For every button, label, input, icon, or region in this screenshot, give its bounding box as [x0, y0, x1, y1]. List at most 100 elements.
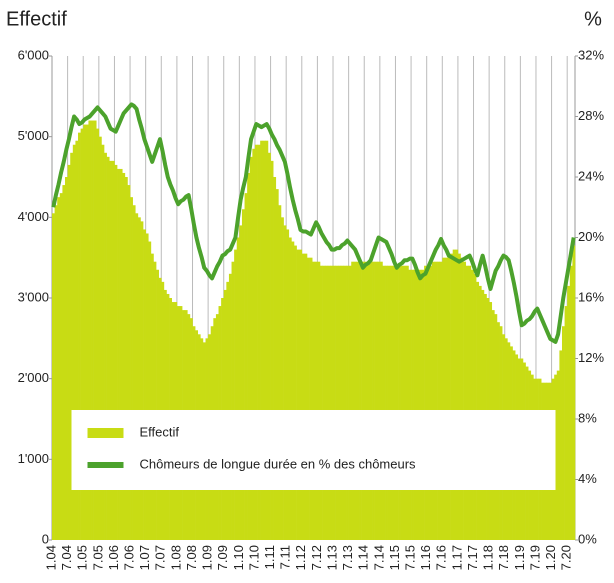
bar — [418, 269, 422, 540]
bar — [572, 245, 576, 541]
bar — [405, 265, 409, 540]
x-tick-label: 1.05 — [75, 545, 90, 570]
bar — [431, 261, 435, 540]
bar — [421, 269, 425, 540]
bar — [556, 370, 560, 540]
legend-label: Effectif — [140, 424, 180, 439]
bar — [366, 261, 370, 540]
y2-tick-label: 24% — [578, 168, 604, 183]
bar — [57, 197, 61, 540]
bar — [340, 265, 344, 540]
y2-tick-label: 8% — [578, 410, 597, 425]
bar — [80, 128, 84, 540]
bar — [403, 265, 407, 540]
bar — [150, 253, 154, 540]
bar — [54, 205, 58, 540]
bar — [62, 185, 66, 541]
x-tick-label: 1.10 — [231, 545, 246, 570]
x-tick-label: 1.17 — [449, 545, 464, 570]
bar — [424, 265, 427, 540]
x-tick-label: 7.19 — [527, 545, 542, 570]
y-tick-label: 5'000 — [18, 128, 49, 143]
x-tick-label: 7.11 — [278, 545, 293, 569]
bar — [561, 326, 565, 540]
bar — [411, 269, 414, 540]
bar — [327, 265, 331, 540]
bar — [322, 265, 326, 540]
x-tick-label: 7.17 — [465, 545, 480, 570]
bar — [143, 229, 146, 540]
bar — [567, 285, 571, 540]
bar — [439, 261, 443, 540]
bar — [124, 177, 128, 540]
bar — [119, 168, 123, 540]
bar — [104, 152, 107, 541]
bar — [101, 144, 105, 540]
bar — [333, 265, 336, 540]
x-tick-label: 1.18 — [481, 545, 496, 570]
bar — [148, 241, 152, 541]
bar — [364, 261, 368, 540]
bar — [72, 144, 76, 540]
bar — [426, 265, 430, 540]
bar — [239, 225, 243, 540]
bar — [330, 265, 334, 540]
y-tick-label: 3'000 — [18, 289, 49, 304]
bar — [106, 156, 110, 541]
x-tick-label: 7.07 — [153, 545, 168, 570]
bar — [408, 269, 412, 540]
y2-tick-label: 12% — [578, 350, 604, 365]
bar — [88, 120, 92, 541]
bar — [564, 306, 568, 540]
bar — [59, 193, 63, 540]
x-tick-label: 7.20 — [559, 545, 574, 570]
bar — [158, 277, 162, 540]
bar — [135, 213, 139, 541]
bar — [374, 261, 378, 540]
bar — [317, 261, 321, 540]
bar — [437, 261, 440, 540]
bar — [312, 261, 316, 540]
bar — [385, 265, 388, 540]
bar — [111, 160, 115, 540]
bar — [96, 128, 100, 540]
bar — [429, 265, 433, 540]
bar — [377, 261, 381, 540]
bar — [262, 140, 266, 540]
x-tick-label: 1.08 — [168, 545, 183, 570]
bar — [434, 261, 438, 540]
x-tick-label: 1.12 — [293, 545, 308, 570]
bar — [275, 189, 279, 540]
bar — [291, 241, 295, 541]
y-tick-label: 2'000 — [18, 370, 49, 385]
bar — [70, 152, 74, 541]
x-tick-label: 7.15 — [403, 545, 418, 570]
x-tick-label: 7.05 — [90, 545, 105, 570]
bar — [98, 136, 102, 540]
bar — [372, 261, 375, 540]
x-tick-label: 7.08 — [184, 545, 199, 570]
x-tick-label: 7.16 — [434, 545, 449, 570]
bar — [130, 197, 133, 540]
bar — [314, 261, 318, 540]
x-tick-label: 7.14 — [371, 545, 386, 570]
x-tick-label: 7.06 — [121, 545, 136, 570]
bar — [117, 168, 120, 540]
x-tick-label: 1.16 — [418, 545, 433, 570]
bar — [400, 265, 404, 540]
bar — [137, 217, 141, 541]
bar — [286, 229, 290, 540]
bar — [309, 257, 313, 540]
bar — [273, 177, 277, 540]
x-tick-label: 1.19 — [512, 545, 527, 570]
bar — [153, 261, 157, 540]
x-tick-label: 1.09 — [200, 545, 215, 570]
x-tick-label: 1.14 — [356, 545, 371, 570]
bar — [353, 261, 357, 540]
bar — [395, 265, 399, 540]
bar — [140, 221, 144, 540]
bar — [387, 265, 391, 540]
bar — [390, 265, 394, 540]
